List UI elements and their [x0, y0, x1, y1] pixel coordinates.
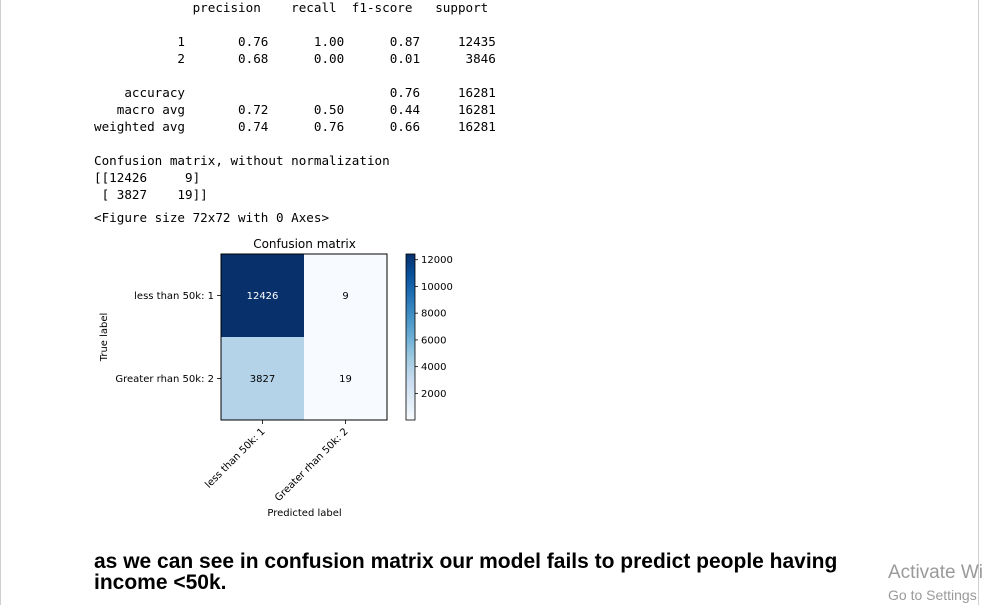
y-axis-label: True label — [99, 313, 110, 363]
heatmap-cell-value: 12426 — [247, 291, 279, 302]
heatmap-cell-value: 19 — [339, 374, 352, 385]
notebook-right-border — [978, 0, 979, 605]
activate-windows-settings-hint: Go to Settings — [888, 587, 977, 603]
colorbar-tick-label: 12000 — [421, 255, 453, 266]
heatmap-cell — [304, 254, 387, 337]
heatmap-cell-value: 3827 — [250, 374, 275, 385]
colorbar-tick-label: 10000 — [421, 282, 453, 293]
cell-left-border — [0, 0, 1, 605]
x-tick-label: less than 50k: 1 — [203, 426, 267, 490]
x-axis-label: Predicted label — [267, 508, 341, 519]
report-header: precision recall f1-score support — [94, 0, 489, 15]
x-tick-label: Greater rhan 50k: 2 — [273, 426, 351, 504]
heatmap-cell-value: 9 — [342, 291, 348, 302]
report-row-class-2: 2 0.68 0.00 0.01 3846 — [94, 51, 496, 66]
activate-windows-watermark: Activate Wi — [888, 562, 984, 583]
y-tick-label: Greater rhan 50k: 2 — [115, 374, 214, 385]
colorbar-tick-label: 4000 — [421, 362, 446, 373]
plot-frame — [220, 253, 388, 421]
figure-repr: <Figure size 72x72 with 0 Axes> — [94, 210, 330, 225]
colorbar-tick-label: 8000 — [421, 309, 446, 320]
y-tick-label: less than 50k: 1 — [134, 291, 214, 302]
heatmap-cell — [221, 254, 304, 337]
colorbar-tick-label: 6000 — [421, 335, 446, 346]
chart-title: Confusion matrix — [253, 237, 356, 251]
markdown-conclusion: as we can see in confusion matrix our mo… — [94, 550, 838, 594]
report-row-weighted-avg: weighted avg 0.74 0.76 0.66 16281 — [94, 119, 496, 134]
confusion-text-line-1: [[12426 9] — [94, 170, 201, 185]
confusion-text-title: Confusion matrix, without normalization — [94, 153, 390, 168]
report-row-macro-avg: macro avg 0.72 0.50 0.44 16281 — [94, 102, 496, 117]
colorbar — [405, 253, 416, 421]
heatmap-cell — [221, 337, 304, 420]
report-row-class-1: 1 0.76 1.00 0.87 12435 — [94, 34, 496, 49]
confusion-text-line-2: [ 3827 19]] — [94, 187, 208, 202]
heatmap-cell — [304, 337, 387, 420]
colorbar-tick-label: 2000 — [421, 389, 446, 400]
report-row-accuracy: accuracy 0.76 16281 — [94, 85, 496, 100]
